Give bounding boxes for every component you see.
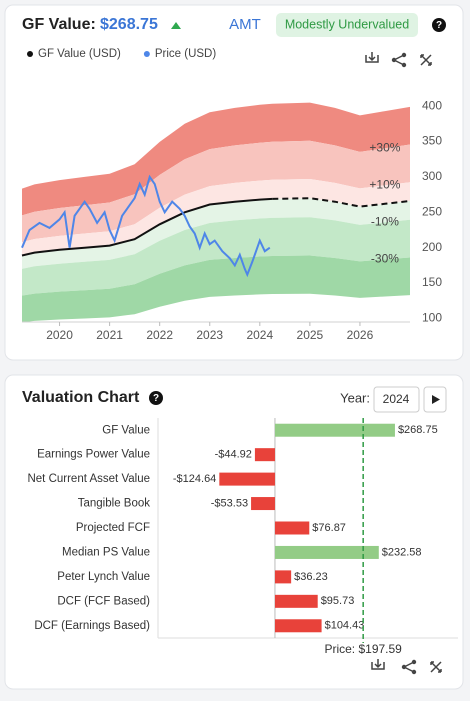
bar bbox=[254, 448, 275, 462]
category-label: Earnings Power Value bbox=[37, 449, 150, 461]
bar bbox=[274, 619, 322, 633]
bar bbox=[251, 497, 275, 511]
band-label: +10% bbox=[369, 177, 400, 191]
value-band bbox=[22, 102, 410, 216]
gf-value: $268.75 bbox=[100, 16, 158, 33]
y-tick-label: 350 bbox=[422, 134, 442, 148]
value-label: $36.23 bbox=[294, 571, 328, 583]
band-label: -10% bbox=[371, 215, 399, 229]
x-tick-label: 2026 bbox=[347, 328, 374, 342]
price-line bbox=[21, 174, 271, 278]
value-label: -$53.53 bbox=[211, 497, 248, 509]
price-label: Price: $197.59 bbox=[324, 642, 402, 656]
value-label: -$124.64 bbox=[173, 473, 216, 485]
badge: Modestly Undervalued bbox=[285, 17, 409, 31]
badge-bg bbox=[276, 13, 418, 37]
gf-value-line bbox=[21, 197, 273, 257]
gf-label: GF Value: bbox=[22, 16, 96, 33]
bar bbox=[274, 423, 395, 437]
x-tick-label: 2021 bbox=[96, 328, 123, 342]
value-label: $232.58 bbox=[382, 546, 422, 558]
category-label: Median PS Value bbox=[62, 546, 150, 558]
help-glyph: ? bbox=[153, 393, 159, 404]
value-label: $268.75 bbox=[398, 424, 438, 436]
year-select[interactable] bbox=[373, 386, 420, 413]
legend-label: GF Value (USD) bbox=[38, 48, 121, 60]
value-label: -$44.92 bbox=[215, 449, 252, 461]
value-label: $104.43 bbox=[325, 620, 365, 632]
valuation-chart: GF Value $268.75 Earnings Power Value -$44.… bbox=[27, 418, 458, 656]
value-band bbox=[22, 255, 410, 322]
download-icon[interactable] bbox=[365, 52, 379, 63]
bar bbox=[274, 521, 310, 535]
y-tick-label: 400 bbox=[422, 98, 442, 112]
y-tick-label: 100 bbox=[422, 311, 442, 325]
bar bbox=[219, 472, 275, 486]
category-label: Tangible Book bbox=[78, 498, 150, 510]
category-label: DCF (Earnings Based) bbox=[34, 620, 150, 632]
y-tick-label: 300 bbox=[422, 169, 442, 183]
legend-marker bbox=[27, 51, 33, 57]
y-tick-label: 250 bbox=[422, 204, 442, 218]
help-icon[interactable] bbox=[149, 391, 163, 405]
year-value: 2024 bbox=[383, 392, 410, 406]
download-icon[interactable] bbox=[371, 659, 385, 670]
expand-icon[interactable] bbox=[420, 54, 432, 66]
x-tick-label: 2023 bbox=[196, 328, 223, 342]
x-tick-label: 2024 bbox=[246, 328, 273, 342]
category-label: Net Current Asset Value bbox=[27, 473, 150, 485]
gf-chart: 100 150 200 250 300 350 400 2020 2021 2022 2023 202… bbox=[21, 48, 442, 342]
share-dots bbox=[391, 52, 407, 68]
x-tick-label: 2022 bbox=[146, 328, 173, 342]
value-band bbox=[22, 140, 410, 243]
legend-marker bbox=[143, 51, 150, 57]
expand-icon[interactable] bbox=[430, 661, 442, 673]
value-band bbox=[22, 217, 410, 296]
ticker[interactable]: AMT bbox=[229, 16, 261, 33]
y-tick-label: 150 bbox=[422, 275, 442, 289]
category-label: GF Value bbox=[102, 424, 150, 436]
bar bbox=[274, 570, 292, 584]
x-tick-label: 2020 bbox=[46, 328, 73, 342]
bar bbox=[274, 545, 379, 559]
value-band bbox=[22, 198, 410, 269]
help-glyph: ? bbox=[436, 20, 442, 31]
play-icon bbox=[432, 395, 440, 404]
gf-value-forecast bbox=[272, 197, 411, 208]
valuation-card bbox=[4, 374, 464, 690]
year-label: Year: bbox=[340, 390, 370, 405]
category-label: Projected FCF bbox=[76, 522, 150, 534]
band-label: -30% bbox=[371, 252, 399, 266]
y-tick-label: 200 bbox=[422, 240, 442, 254]
x-tick-label: 2025 bbox=[297, 328, 324, 342]
category-label: Peter Lynch Value bbox=[57, 571, 150, 583]
legend-label: Price (USD) bbox=[155, 48, 217, 60]
category-label: DCF (FCF Based) bbox=[57, 595, 150, 607]
value-label: $95.73 bbox=[321, 595, 355, 607]
up-arrow bbox=[171, 22, 181, 29]
bar bbox=[274, 594, 318, 608]
band-label: +30% bbox=[369, 140, 400, 154]
valuation-title: Valuation Chart bbox=[22, 389, 140, 406]
value-label: $76.87 bbox=[312, 522, 346, 534]
share-dots bbox=[401, 659, 417, 675]
help-icon[interactable] bbox=[432, 18, 446, 32]
